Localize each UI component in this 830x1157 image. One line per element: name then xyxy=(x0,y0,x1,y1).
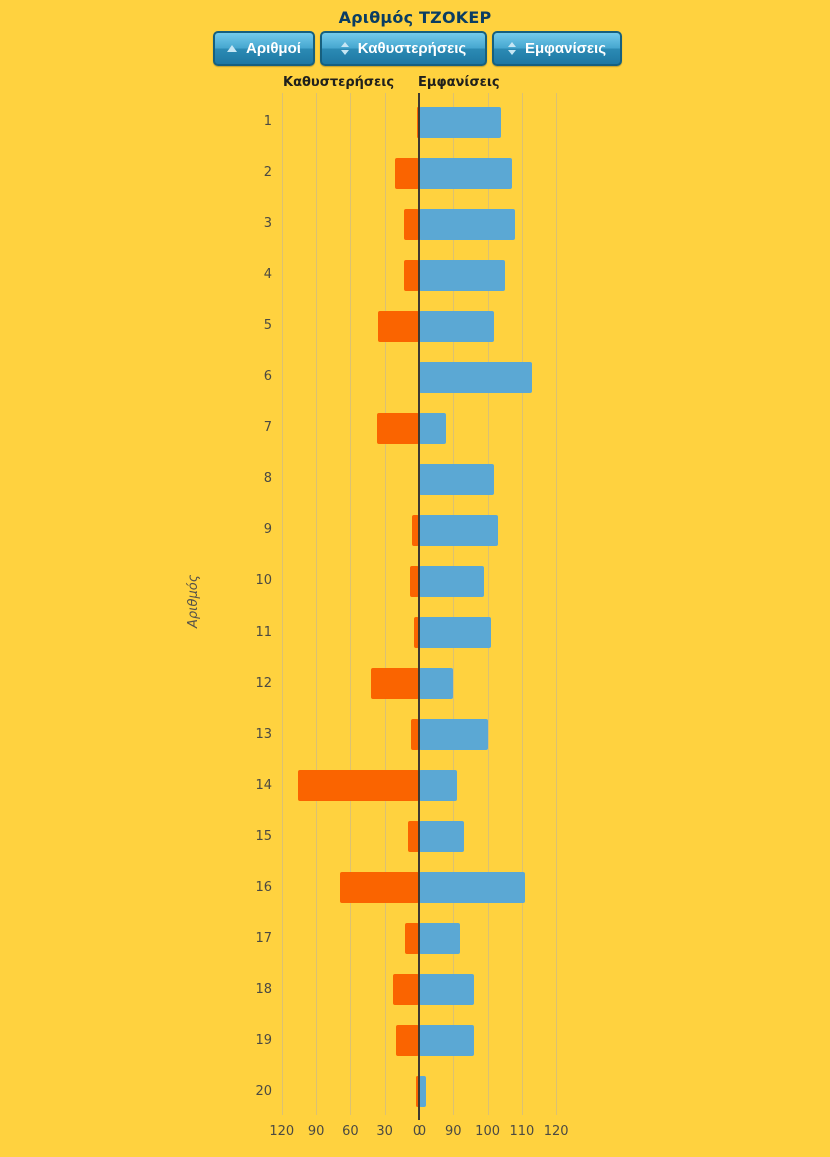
row-label: 16 xyxy=(255,879,272,895)
row-label: 15 xyxy=(255,828,272,844)
delay-bar[interactable] xyxy=(404,208,419,240)
x-tick-label: 90 xyxy=(307,1124,325,1139)
sort-toolbar: Αριθμοί Καθυστερήσεις Εμφανίσεις xyxy=(213,31,622,66)
row-label: 5 xyxy=(263,318,272,334)
sort-ascending-icon xyxy=(227,45,238,52)
gridline xyxy=(281,93,283,1115)
row-label: 10 xyxy=(255,573,272,589)
row-label: 3 xyxy=(263,216,272,232)
x-tick-label: 30 xyxy=(376,1124,393,1139)
right-column-header: Εμφανίσεις xyxy=(418,75,500,90)
delay-bar[interactable] xyxy=(409,565,419,597)
appearance-bar[interactable] xyxy=(419,514,498,546)
appearance-bar[interactable] xyxy=(419,719,488,751)
appearance-bar[interactable] xyxy=(419,923,461,955)
delay-bar[interactable] xyxy=(414,617,419,648)
appearance-bar[interactable] xyxy=(419,617,492,648)
x-tick-label: 110 xyxy=(509,1124,535,1139)
delay-bar[interactable] xyxy=(370,668,419,700)
sort-by-number-label: Αριθμοί xyxy=(246,40,301,57)
gridline xyxy=(453,93,455,1115)
sort-by-appearances-button[interactable]: Εμφανίσεις xyxy=(492,31,622,66)
x-tick-label-zero-right: 0 xyxy=(417,1124,427,1139)
gridline xyxy=(316,93,318,1115)
sort-by-number-button[interactable]: Αριθμοί xyxy=(213,31,315,66)
appearance-bar[interactable] xyxy=(419,872,526,904)
x-tick-label: 60 xyxy=(342,1124,359,1139)
delay-bar[interactable] xyxy=(412,514,419,546)
x-tick-label: 90 xyxy=(445,1124,462,1139)
row-label: 1 xyxy=(263,114,272,129)
delay-bar[interactable] xyxy=(376,412,419,444)
sort-both-icon xyxy=(508,42,516,55)
sort-by-delays-label: Καθυστερήσεις xyxy=(357,40,467,57)
row-label: 17 xyxy=(255,930,272,946)
sort-both-icon xyxy=(340,42,349,55)
left-column-header: Καθυστερήσεις xyxy=(283,75,395,90)
x-tick-label-zero-left: 0 xyxy=(412,1124,422,1139)
delay-bar[interactable] xyxy=(415,1076,419,1108)
gridline xyxy=(521,93,523,1115)
appearance-bar[interactable] xyxy=(419,412,447,444)
row-label: 14 xyxy=(255,777,272,793)
gridline xyxy=(350,93,352,1115)
chart-title: Αριθμός ΤΖΟΚΕΡ xyxy=(338,8,492,27)
appearance-bar[interactable] xyxy=(419,310,495,342)
gridline xyxy=(487,93,489,1115)
appearance-bar[interactable] xyxy=(419,974,474,1006)
appearance-bar[interactable] xyxy=(419,1025,474,1057)
delay-bar[interactable] xyxy=(340,872,419,904)
appearance-bar[interactable] xyxy=(419,106,502,138)
row-label: 13 xyxy=(255,726,272,742)
gridline xyxy=(556,93,558,1115)
appearance-bar[interactable] xyxy=(419,157,512,189)
row-label: 2 xyxy=(263,165,272,181)
delay-bar[interactable] xyxy=(394,157,419,189)
row-label: 7 xyxy=(263,420,272,436)
delay-bar[interactable] xyxy=(392,974,419,1006)
delay-bar[interactable] xyxy=(416,106,419,138)
appearance-bar[interactable] xyxy=(419,821,464,853)
delay-bar[interactable] xyxy=(377,310,419,342)
appearance-bar[interactable] xyxy=(419,1076,426,1108)
row-label: 4 xyxy=(263,267,272,283)
appearance-bar[interactable] xyxy=(419,208,516,240)
appearance-bar[interactable] xyxy=(419,259,505,291)
appearance-bar[interactable] xyxy=(419,565,485,597)
delay-bar[interactable] xyxy=(410,719,419,751)
delay-bar[interactable] xyxy=(404,259,419,291)
x-tick-label: 120 xyxy=(543,1124,569,1139)
sort-by-delays-button[interactable]: Καθυστερήσεις xyxy=(320,31,487,66)
row-label: 6 xyxy=(263,369,272,385)
delay-bar[interactable] xyxy=(297,770,419,802)
x-tick-label: 100 xyxy=(475,1124,500,1139)
row-label: 20 xyxy=(255,1083,272,1099)
row-label: 12 xyxy=(255,675,272,691)
appearance-bar[interactable] xyxy=(419,770,457,802)
appearance-bar[interactable] xyxy=(419,463,495,495)
appearance-bar[interactable] xyxy=(419,361,533,393)
sort-by-appearances-label: Εμφανίσεις xyxy=(525,40,606,57)
row-label: 8 xyxy=(263,471,272,487)
row-label: 18 xyxy=(255,981,272,997)
row-label: 9 xyxy=(263,522,272,538)
appearance-bar[interactable] xyxy=(419,668,454,700)
delay-bar[interactable] xyxy=(405,923,419,955)
delay-bar[interactable] xyxy=(407,821,419,853)
y-axis-title: Αριθμός xyxy=(186,574,201,628)
row-label: 11 xyxy=(255,624,272,640)
row-label: 19 xyxy=(255,1032,272,1048)
delay-bar[interactable] xyxy=(396,1025,419,1057)
gridline xyxy=(384,93,386,1115)
x-tick-label: 120 xyxy=(269,1124,295,1139)
axis-zero-line xyxy=(418,93,420,1120)
